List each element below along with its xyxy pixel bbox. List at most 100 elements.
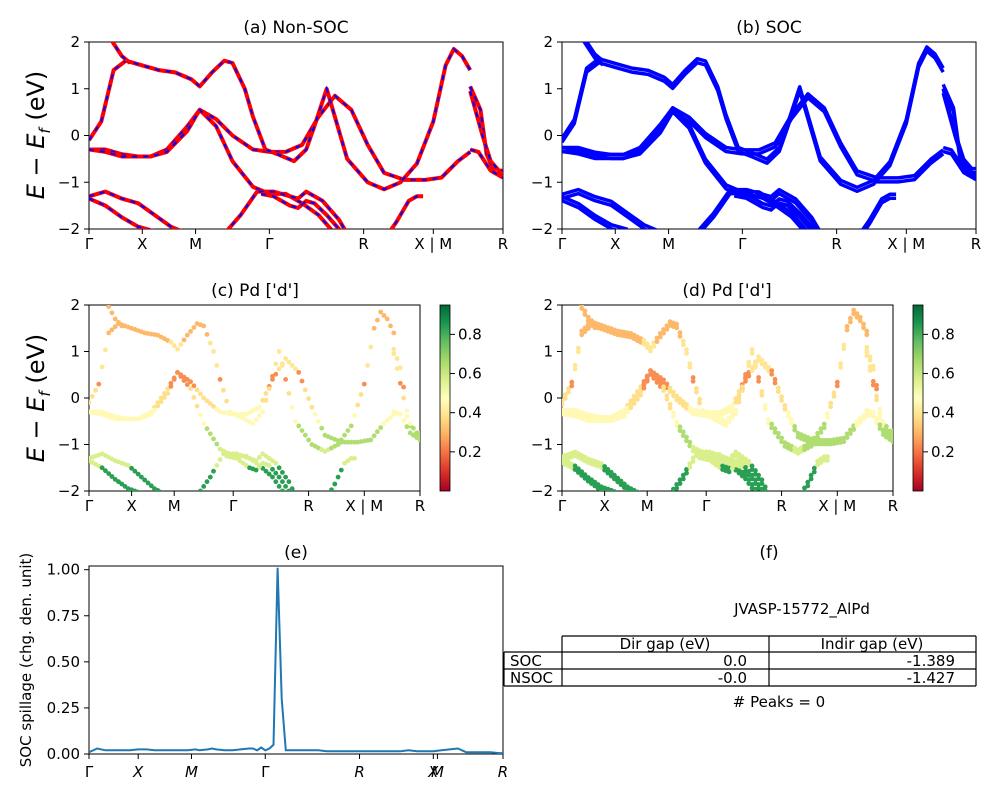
projection-point xyxy=(145,480,151,486)
projection-point xyxy=(799,495,804,500)
projection-point xyxy=(834,379,840,385)
projection-point xyxy=(592,325,598,331)
panel-e-frame xyxy=(88,565,504,755)
projection-point xyxy=(756,375,761,380)
band-line-blue xyxy=(89,47,472,191)
projection-point xyxy=(890,439,893,445)
projection-point xyxy=(204,479,210,485)
projection-point xyxy=(621,481,627,487)
projection-point xyxy=(680,476,686,482)
projection-point xyxy=(848,315,853,321)
projection-point xyxy=(811,469,817,475)
spillage-kpath-label: X xyxy=(427,763,439,781)
projection-point xyxy=(657,380,663,386)
projection-point xyxy=(214,463,220,468)
projection-point xyxy=(168,384,174,389)
projection-point xyxy=(257,454,262,460)
projection-point xyxy=(661,377,666,383)
projection-point xyxy=(109,474,115,479)
projection-point xyxy=(329,487,334,491)
projection-point xyxy=(677,481,683,486)
projection-point xyxy=(407,421,413,426)
projection-point xyxy=(106,305,112,309)
table-cell-dir: -0.0 xyxy=(718,669,747,687)
projection-point xyxy=(116,320,121,325)
projection-point xyxy=(579,332,585,338)
spillage-kpath-label: Γ xyxy=(85,763,94,781)
projection-point xyxy=(870,379,876,384)
projection-point xyxy=(576,349,581,355)
projection-point xyxy=(159,489,164,491)
projection-point xyxy=(566,389,571,395)
projection-point xyxy=(870,382,876,388)
projection-point xyxy=(743,375,748,381)
projection-point xyxy=(338,467,344,473)
projection-point xyxy=(766,417,771,422)
projection-point xyxy=(234,456,239,461)
projection-point xyxy=(641,385,647,391)
projection-point xyxy=(361,381,367,387)
projection-point xyxy=(162,395,167,400)
projection-point xyxy=(851,307,857,313)
projection-point xyxy=(612,489,617,491)
projection-point xyxy=(345,428,351,433)
projection-point xyxy=(195,493,200,498)
projection-point xyxy=(335,474,341,480)
projection-point xyxy=(831,394,837,399)
projection-point xyxy=(792,424,798,429)
projection-point xyxy=(857,318,863,324)
projection-point xyxy=(404,414,410,419)
spillage-kpath-label: Γ xyxy=(261,763,270,781)
projection-point xyxy=(844,324,850,329)
projection-point xyxy=(664,393,670,398)
projection-point xyxy=(759,389,765,394)
projection-point xyxy=(644,341,650,347)
projection-point xyxy=(171,343,177,349)
projection-point xyxy=(749,472,755,478)
band-line-soc xyxy=(697,187,821,229)
projection-point xyxy=(687,364,693,370)
projection-point xyxy=(625,409,630,415)
projection-point xyxy=(821,454,827,459)
projection-point xyxy=(864,353,870,359)
projection-point xyxy=(352,456,357,461)
projection-point xyxy=(759,392,765,398)
projection-point xyxy=(733,407,739,413)
projection-point xyxy=(378,425,384,430)
projection-point xyxy=(766,364,771,370)
projection-point xyxy=(217,377,223,382)
projection-point xyxy=(779,394,784,400)
projection-point xyxy=(828,404,834,410)
projection-point xyxy=(884,424,889,429)
projection-point xyxy=(391,346,397,352)
projection-point xyxy=(779,398,784,403)
projection-point xyxy=(838,361,843,366)
projection-point xyxy=(270,373,275,379)
energy-ytick-label: 1 xyxy=(543,343,553,361)
projection-point xyxy=(867,357,873,363)
projection-point xyxy=(763,495,768,500)
projection-point xyxy=(178,374,184,379)
energy-ytick-label: −2 xyxy=(531,220,553,238)
band-line-soc xyxy=(733,190,817,229)
projection-point xyxy=(680,429,686,435)
projection-point xyxy=(576,466,581,472)
colorbar-tick-label: 0.6 xyxy=(931,365,955,383)
energy-ytick-label: 2 xyxy=(70,296,80,314)
projection-point xyxy=(106,471,112,476)
projection-point xyxy=(401,384,406,390)
spillage-ytick-label: 0.00 xyxy=(47,745,80,763)
kpath-tick-label: X | M xyxy=(887,235,925,253)
projection-point xyxy=(635,489,640,491)
projection-point xyxy=(589,477,594,483)
projection-point xyxy=(293,366,298,372)
projection-point xyxy=(799,491,804,496)
projection-point xyxy=(332,481,338,487)
projection-point xyxy=(667,401,673,407)
projection-point xyxy=(746,359,752,365)
projection-point xyxy=(772,380,778,386)
energy-ylabel-top: E − Ef (eV) xyxy=(22,71,54,200)
projection-point xyxy=(204,398,210,404)
projection-point xyxy=(198,391,203,397)
band-line-red xyxy=(89,107,334,229)
